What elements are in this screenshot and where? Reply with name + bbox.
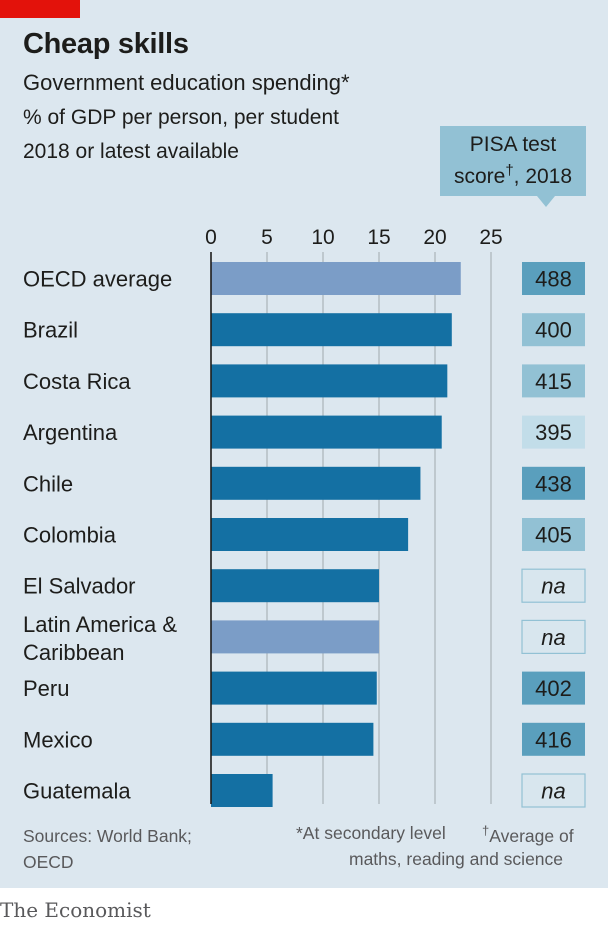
footer-sources-line2: OECD [23, 852, 74, 872]
footer-note-pisa-line2: maths, reading and science [349, 849, 564, 869]
pisa-header-line1: PISA test [469, 133, 557, 156]
footer-dagger: † [482, 823, 490, 838]
x-tick-label: 10 [311, 226, 334, 249]
category-label: El Salvador [23, 574, 136, 599]
pisa-score-box [522, 671, 585, 705]
pisa-score-box [522, 466, 585, 500]
pisa-score-box [522, 722, 585, 756]
x-tick-label: 0 [205, 226, 217, 249]
footer-note-pisa: †Average of [482, 823, 574, 847]
pisa-header-box: PISA test score†, 2018 [440, 126, 586, 196]
pisa-header-pointer [537, 196, 555, 207]
bar [211, 620, 379, 654]
pisa-score-label: 395 [535, 420, 572, 445]
chart-unit: % of GDP per person, per student [23, 106, 339, 129]
x-tick-label: 25 [479, 226, 502, 249]
bar [211, 313, 452, 347]
footer-note-secondary: *At secondary level [296, 823, 446, 843]
category-label: Latin America & Caribbean [23, 612, 177, 665]
economist-logo-text: The Economist [0, 898, 151, 922]
bar [211, 518, 409, 551]
pisa-header-year: , 2018 [513, 165, 573, 188]
pisa-score-label: 402 [535, 676, 572, 701]
footer-note-pisa-line1: Average of [489, 825, 574, 846]
bar [211, 364, 448, 398]
pisa-score-box [521, 773, 586, 808]
chart-period: 2018 or latest available [23, 140, 239, 163]
bar [211, 466, 421, 500]
chart-subtitle: Government education spending* [23, 70, 350, 95]
pisa-score-box [521, 568, 586, 603]
pisa-score-label: na [541, 779, 565, 804]
pisa-score-label: 415 [535, 369, 572, 394]
pisa-score-label: 416 [535, 727, 572, 752]
pisa-header-score: score [453, 165, 506, 188]
pisa-score-label: 400 [535, 318, 572, 343]
pisa-score-box [521, 619, 586, 655]
bar [211, 262, 461, 295]
bar [211, 415, 442, 449]
x-tick-label: 20 [423, 226, 446, 249]
pisa-score-label: 405 [535, 523, 572, 548]
pisa-score-box [522, 313, 585, 347]
pisa-score-label: na [541, 625, 565, 650]
pisa-score-label: na [541, 574, 565, 599]
x-tick-label: 5 [261, 226, 273, 249]
chart-title: Cheap skills [23, 28, 189, 60]
pisa-score-box [522, 262, 585, 295]
pisa-header-line2: score†, 2018 [440, 162, 586, 189]
category-label: Colombia [23, 523, 117, 548]
pisa-score-label: 438 [535, 471, 572, 496]
bar [211, 774, 273, 807]
bar [211, 671, 377, 705]
pisa-score-box [522, 518, 585, 551]
pisa-header-dagger: † [505, 162, 514, 179]
bar [211, 722, 374, 756]
bar-chart: 0 5 10 15 20 25 OECD average 488 Brazil 400 Costa … [23, 226, 586, 808]
x-tick-label: 15 [367, 226, 390, 249]
footer-sources: Sources: World Bank; OECD [23, 823, 192, 875]
category-label: Brazil [23, 318, 78, 343]
pisa-score-box [522, 415, 585, 449]
pisa-score-box [522, 364, 585, 398]
category-label: Chile [23, 471, 73, 496]
category-label: Peru [23, 676, 69, 701]
category-label: Costa Rica [23, 369, 131, 394]
brand-red-tag [0, 0, 80, 18]
category-label: Mexico [23, 727, 93, 752]
category-label: Guatemala [23, 779, 131, 804]
pisa-score-label: 488 [535, 267, 572, 292]
bar [211, 569, 379, 603]
category-label: OECD average [23, 267, 172, 292]
footer-sources-line1: Sources: World Bank; [23, 826, 192, 846]
category-label: Argentina [23, 420, 118, 445]
